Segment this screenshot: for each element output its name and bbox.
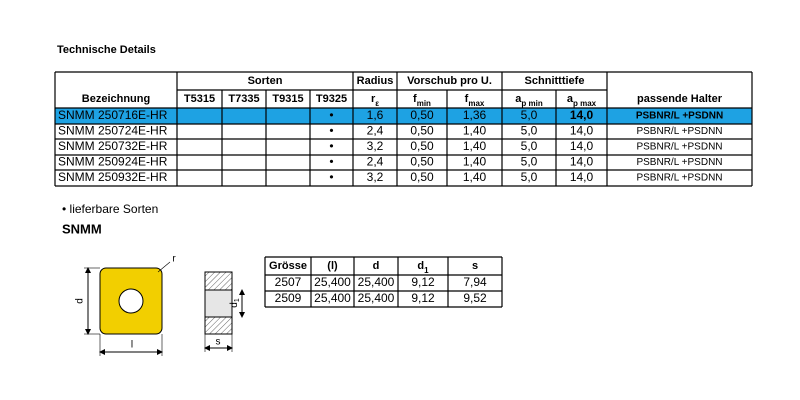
group-header: Radius <box>357 75 394 87</box>
cell-text: 5,0 <box>521 108 538 122</box>
cell-text: T7335 <box>228 93 259 105</box>
cell-text-main: a <box>515 93 522 105</box>
group-header: Sorten <box>248 75 283 87</box>
legend-note: • lieferbare Sorten <box>62 202 158 216</box>
cell-text: 1,40 <box>463 124 487 138</box>
cell-text-sub: max <box>468 99 485 108</box>
cell-text: 5,0 <box>521 124 538 138</box>
cell-text: s <box>472 260 478 272</box>
cell-text: 0,50 <box>410 124 434 138</box>
cell-text: d1 <box>417 260 429 275</box>
cell-text: PSBNR/L +PSDNN <box>636 111 723 122</box>
cell-text: SNMM 250932E-HR <box>58 170 168 184</box>
cell-text: 25,400 <box>314 291 351 305</box>
section-title: SNMM <box>62 221 102 236</box>
cell-text: 1,6 <box>367 108 384 122</box>
cell-text: 25,400 <box>358 291 395 305</box>
cell-text: 9,12 <box>411 275 435 289</box>
cell-text: 14,0 <box>570 139 594 153</box>
cell-text: PSBNR/L +PSDNN <box>636 126 722 137</box>
cell-text: PSBNR/L +PSDNN <box>636 157 722 168</box>
cell-text: 0,50 <box>410 170 434 184</box>
cell-text: Bezeichnung <box>82 93 150 105</box>
cell-text: 3,2 <box>367 170 384 184</box>
dim-label-sub: 1 <box>234 298 241 302</box>
cell-text: • <box>329 124 333 138</box>
cell-text-sub: ε <box>375 99 379 108</box>
page-title: Technische Details <box>57 44 156 56</box>
dim-label: d <box>75 298 86 304</box>
cell-text-sub: p max <box>573 99 597 108</box>
cell-text: 14,0 <box>570 108 594 122</box>
cell-text: Grösse <box>269 260 307 272</box>
dim-label-main: d <box>229 302 240 308</box>
cell-text: d <box>373 260 380 272</box>
cell-text: • <box>329 155 333 169</box>
insert-front <box>84 261 171 356</box>
group-header: Schnitttiefe <box>525 75 585 87</box>
row-highlight <box>55 108 752 124</box>
cell-text: 14,0 <box>570 170 594 184</box>
cell-text: 25,400 <box>358 275 395 289</box>
cell-text-main: f <box>465 93 469 105</box>
cell-text-sub: p min <box>521 99 542 108</box>
cell-text: T5315 <box>184 93 215 105</box>
cell-text: 0,50 <box>410 108 434 122</box>
cell-text-sub: min <box>417 99 431 108</box>
cell-text: 2,4 <box>367 124 384 138</box>
cell-text: 14,0 <box>570 155 594 169</box>
dim-label: r <box>172 254 176 265</box>
cell-text: fmax <box>465 93 485 108</box>
cell-text: SNMM 250716E-HR <box>58 108 168 122</box>
group-header: Vorschub pro U. <box>407 75 492 87</box>
cell-text: fmin <box>413 93 431 108</box>
cell-text: 5,0 <box>521 170 538 184</box>
cell-text: SNMM 250732E-HR <box>58 139 168 153</box>
cell-text: PSBNR/L +PSDNN <box>636 173 722 184</box>
cell-text: 1,36 <box>463 108 487 122</box>
cell-text: 0,50 <box>410 155 434 169</box>
cell-text-main: f <box>413 93 417 105</box>
cell-text: 5,0 <box>521 139 538 153</box>
cell-text: SNMM 250724E-HR <box>58 124 168 138</box>
cell-text: 0,50 <box>410 139 434 153</box>
cell-text: • <box>329 108 333 122</box>
cell-text: passende Halter <box>637 93 723 105</box>
cell-text: ap min <box>515 93 543 108</box>
cell-text: 1,40 <box>463 170 487 184</box>
cell-text: 2,4 <box>367 155 384 169</box>
cell-text: • <box>329 139 333 153</box>
cell-text: 9,52 <box>463 291 487 305</box>
cell-text: (l) <box>327 260 338 272</box>
dim-label: s <box>216 337 221 348</box>
cell-text-main: a <box>567 93 574 105</box>
cell-text: 3,2 <box>367 139 384 153</box>
dim-label: l <box>131 340 133 351</box>
cell-text-main: r <box>371 93 376 105</box>
cell-text-main: d <box>417 260 424 272</box>
cell-text: rε <box>371 93 379 108</box>
cell-text: 2507 <box>275 275 302 289</box>
cell-text: 1,40 <box>463 139 487 153</box>
dim-label: d1 <box>229 298 242 308</box>
cell-text: 25,400 <box>314 275 351 289</box>
cell-text: 1,40 <box>463 155 487 169</box>
cell-text: 5,0 <box>521 155 538 169</box>
cell-text: 7,94 <box>463 275 487 289</box>
cell-text: PSBNR/L +PSDNN <box>636 142 722 153</box>
insert-side <box>204 271 245 352</box>
cell-text: 9,12 <box>411 291 435 305</box>
cell-text: T9325 <box>316 93 347 105</box>
cell-text-sub: 1 <box>424 266 429 275</box>
cell-text: • <box>329 170 333 184</box>
cell-text: ap max <box>567 93 597 108</box>
cell-text: T9315 <box>272 93 303 105</box>
cell-text: 14,0 <box>570 124 594 138</box>
cell-text: 2509 <box>275 291 302 305</box>
cell-text: SNMM 250924E-HR <box>58 155 168 169</box>
